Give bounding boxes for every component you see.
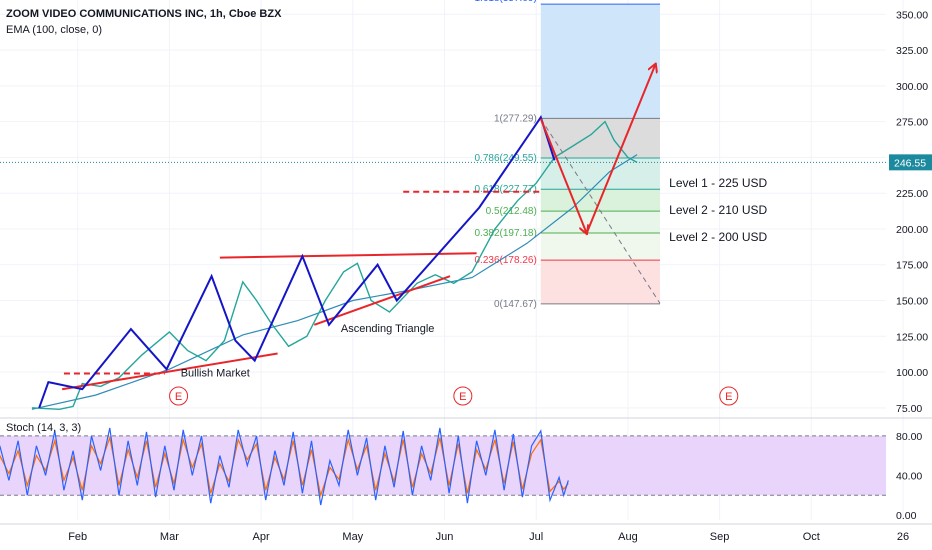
chart-title: ZOOM VIDEO COMMUNICATIONS INC, 1h, Cboe … — [6, 8, 282, 20]
chart-annotation: Bullish Market — [181, 367, 250, 379]
time-tick-label: Jun — [436, 531, 454, 543]
last-price-label: 246.55 — [894, 157, 926, 169]
chart-annotation: Level 2 - 200 USD — [669, 230, 767, 244]
price-tick-label: 350.00 — [896, 9, 928, 21]
time-tick-label: 26 — [897, 531, 909, 543]
price-line — [31, 120, 638, 411]
earnings-marker: E — [169, 386, 189, 406]
price-tick-label: 200.00 — [896, 224, 928, 236]
chart-annotation: Level 2 - 210 USD — [669, 203, 767, 217]
fib-zone — [540, 233, 660, 261]
triangle-resistance-line — [219, 252, 477, 259]
projection-trend-dashed — [540, 118, 661, 304]
stoch-tick-label: 0.00 — [896, 510, 917, 522]
earnings-marker-label: E — [725, 391, 732, 403]
time-tick-label: May — [342, 531, 363, 543]
grid — [0, 0, 932, 525]
triangle-support-line — [313, 275, 451, 326]
stoch-tick-label: 40.00 — [896, 470, 922, 482]
stoch-k-line — [0, 427, 569, 506]
fib-level-label: 0.382(197.18) — [475, 228, 537, 239]
price-tick-label: 125.00 — [896, 331, 928, 343]
axes: 75.00 100.00 125.00 150.00 175.00 200.00 225.0… — [68, 9, 932, 543]
price-tick-label: 325.00 — [896, 45, 928, 57]
fib-level-label: 0.786(249.55) — [475, 153, 537, 164]
stoch-pane — [0, 427, 886, 506]
drawings[interactable] — [38, 64, 661, 409]
time-tick-label: Aug — [618, 531, 638, 543]
fib-zone — [540, 260, 660, 304]
fib-retracement[interactable]: 1.618(357.09) 1(277.29) 0.786(249.55) 0.618… — [475, 0, 660, 310]
time-tick-label: Sep — [710, 531, 730, 543]
stoch-tick-label: 80.00 — [896, 431, 922, 443]
price-tick-label: 225.00 — [896, 188, 928, 200]
chart-annotation: Level 1 - 225 USD — [669, 176, 767, 190]
fib-zone — [540, 211, 660, 234]
fib-level-label: 1(277.29) — [494, 113, 537, 124]
time-tick-label: Jul — [529, 531, 543, 543]
earnings-marker-label: E — [459, 391, 466, 403]
time-tick-label: Mar — [160, 531, 179, 543]
price-tick-label: 175.00 — [896, 260, 928, 272]
last-price-tag: 246.55 — [889, 154, 932, 171]
zigzag-pattern — [38, 115, 556, 409]
fib-level-label: 0.5(212.48) — [486, 206, 537, 217]
fib-level-label: 0(147.67) — [494, 299, 537, 310]
indicator-label[interactable]: EMA (100, close, 0) — [6, 24, 102, 36]
fib-level-label: 0.236(178.26) — [475, 255, 537, 266]
fib-level-label: 0.618(227.77) — [475, 184, 537, 195]
time-tick-label: Oct — [803, 531, 820, 543]
price-tick-label: 275.00 — [896, 117, 928, 129]
earnings-marker: E — [453, 386, 473, 406]
stoch-label[interactable]: Stoch (14, 3, 3) — [6, 422, 82, 434]
projection-down-arrow — [539, 118, 587, 233]
price-tick-label: 75.00 — [896, 403, 922, 415]
fib-zone — [540, 158, 660, 190]
fib-extension-zone — [540, 4, 660, 119]
bullish-support-line — [61, 352, 278, 391]
price-series — [0, 120, 886, 411]
chart-annotation: Ascending Triangle — [341, 323, 435, 335]
price-tick-label: 150.00 — [896, 296, 928, 308]
fib-zone — [540, 118, 660, 159]
earnings-marker-label: E — [175, 391, 182, 403]
price-tick-label: 100.00 — [896, 367, 928, 379]
earnings-marker: E — [719, 386, 739, 406]
annotations: E E E Bullish Market Ascending Triangle Level… — [169, 176, 768, 406]
price-tick-label: 300.00 — [896, 81, 928, 93]
projection-up-arrow — [585, 64, 656, 234]
fib-level-label: 1.618(357.09) — [475, 0, 537, 4]
time-tick-label: Apr — [253, 531, 270, 543]
time-tick-label: Feb — [68, 531, 87, 543]
chart-header: ZOOM VIDEO COMMUNICATIONS INC, 1h, Cboe … — [6, 6, 281, 38]
